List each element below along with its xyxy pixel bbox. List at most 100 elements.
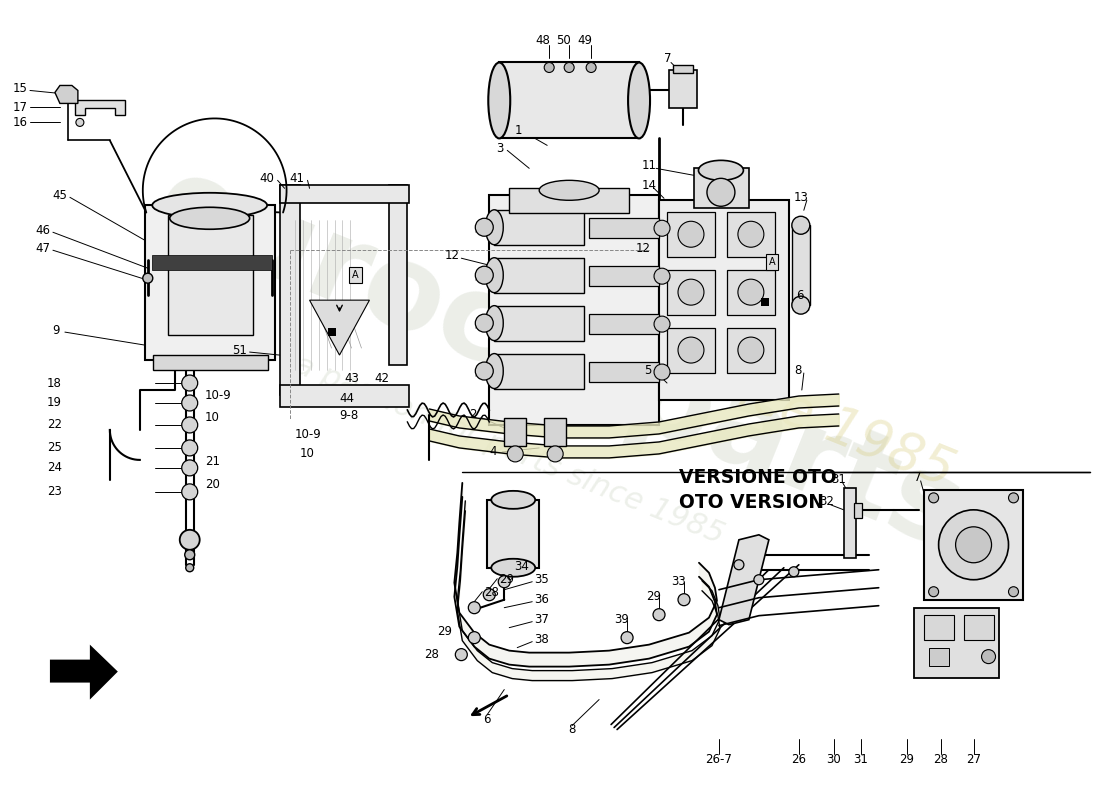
- Circle shape: [678, 222, 704, 247]
- Text: 6: 6: [795, 289, 803, 302]
- Text: 28: 28: [484, 586, 499, 599]
- Circle shape: [789, 566, 799, 577]
- Bar: [487, 500, 539, 568]
- Bar: [964, 614, 993, 640]
- Bar: [924, 614, 954, 640]
- Text: 28: 28: [933, 753, 948, 766]
- Text: 24: 24: [47, 462, 62, 474]
- Circle shape: [544, 62, 554, 73]
- Circle shape: [981, 650, 996, 664]
- Circle shape: [475, 218, 493, 236]
- Circle shape: [182, 395, 198, 411]
- Circle shape: [678, 594, 690, 606]
- Bar: [279, 186, 299, 395]
- Circle shape: [475, 314, 493, 332]
- Bar: [279, 385, 409, 407]
- Text: 29: 29: [647, 590, 661, 603]
- Text: 36: 36: [535, 594, 549, 606]
- Text: 28: 28: [425, 648, 439, 661]
- Bar: [792, 226, 810, 305]
- Bar: [854, 503, 861, 518]
- Text: VERSIONE OTO: VERSIONE OTO: [679, 468, 837, 487]
- Bar: [389, 186, 407, 365]
- Text: 7: 7: [914, 471, 921, 484]
- Text: 9-8: 9-8: [340, 410, 359, 422]
- Text: 49: 49: [578, 34, 593, 47]
- Bar: [667, 212, 715, 258]
- Bar: [504, 418, 526, 446]
- Ellipse shape: [628, 62, 650, 138]
- Bar: [924, 490, 1023, 600]
- Text: 8: 8: [569, 723, 575, 736]
- Text: 6: 6: [484, 713, 491, 726]
- Bar: [667, 328, 715, 373]
- Circle shape: [507, 446, 524, 462]
- Text: 38: 38: [535, 633, 549, 646]
- Bar: [494, 354, 584, 389]
- Circle shape: [654, 268, 670, 284]
- Bar: [494, 306, 584, 341]
- Circle shape: [469, 632, 481, 644]
- Text: 21: 21: [205, 455, 220, 469]
- Bar: [761, 298, 769, 306]
- Bar: [694, 168, 749, 208]
- Bar: [928, 648, 948, 666]
- Circle shape: [586, 62, 596, 73]
- Text: 30: 30: [826, 753, 842, 766]
- Ellipse shape: [492, 491, 536, 509]
- Text: 39: 39: [615, 613, 629, 626]
- Text: 3: 3: [496, 142, 504, 155]
- Text: 10: 10: [299, 447, 315, 461]
- Bar: [544, 418, 566, 446]
- Text: 22: 22: [47, 418, 62, 431]
- Bar: [590, 314, 659, 334]
- Circle shape: [186, 564, 194, 572]
- Text: 37: 37: [535, 613, 549, 626]
- Bar: [494, 210, 584, 246]
- Circle shape: [564, 62, 574, 73]
- Text: 19: 19: [47, 397, 62, 410]
- Text: 18: 18: [47, 377, 62, 390]
- Ellipse shape: [169, 207, 250, 230]
- Text: 33: 33: [672, 575, 686, 588]
- Bar: [727, 270, 774, 315]
- Text: 51: 51: [232, 343, 246, 357]
- Polygon shape: [55, 86, 78, 103]
- Bar: [499, 62, 639, 138]
- Text: 31: 31: [830, 474, 846, 486]
- Text: 17: 17: [13, 101, 28, 114]
- Bar: [914, 608, 999, 678]
- Text: since 1985: since 1985: [675, 342, 961, 498]
- Text: 31: 31: [854, 753, 868, 766]
- Text: 48: 48: [536, 34, 551, 47]
- Bar: [490, 195, 659, 425]
- Text: 7: 7: [664, 52, 671, 65]
- Polygon shape: [719, 535, 769, 625]
- Circle shape: [938, 510, 1009, 580]
- Text: 50: 50: [556, 34, 571, 47]
- Circle shape: [475, 266, 493, 284]
- Bar: [590, 266, 659, 286]
- Text: 40: 40: [260, 172, 275, 185]
- Bar: [673, 66, 693, 74]
- Ellipse shape: [698, 160, 744, 180]
- Bar: [669, 70, 697, 109]
- Text: 43: 43: [344, 371, 360, 385]
- Circle shape: [547, 446, 563, 462]
- Text: OTO VERSION: OTO VERSION: [679, 494, 824, 512]
- Text: 29: 29: [899, 753, 914, 766]
- Text: 41: 41: [289, 172, 305, 185]
- Circle shape: [483, 589, 495, 601]
- Bar: [659, 200, 789, 400]
- Text: 1: 1: [514, 124, 521, 137]
- Circle shape: [469, 602, 481, 614]
- Text: 45: 45: [52, 189, 67, 202]
- Circle shape: [654, 220, 670, 236]
- Text: 12: 12: [636, 242, 651, 254]
- Ellipse shape: [485, 306, 504, 341]
- Text: 2: 2: [470, 409, 476, 422]
- Circle shape: [738, 337, 763, 363]
- Ellipse shape: [792, 216, 810, 234]
- Ellipse shape: [485, 210, 504, 245]
- Circle shape: [182, 375, 198, 391]
